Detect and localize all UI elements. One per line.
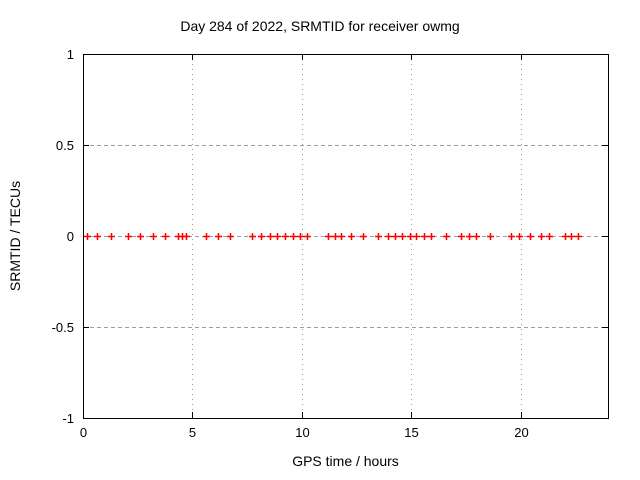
- x-tick-label: 0: [80, 425, 87, 440]
- y-tick-label: -0.5: [52, 320, 74, 335]
- data-point-marker: [413, 233, 420, 240]
- data-point-marker: [183, 233, 190, 240]
- data-point-marker: [385, 233, 392, 240]
- data-point-marker: [568, 233, 575, 240]
- y-tick-label: 0: [67, 229, 74, 244]
- data-point-marker: [338, 233, 345, 240]
- data-point-marker: [375, 233, 382, 240]
- data-point-marker: [84, 233, 91, 240]
- data-point-marker: [297, 233, 304, 240]
- data-point-marker: [360, 233, 367, 240]
- data-point-marker: [473, 233, 480, 240]
- x-tick-label: 20: [514, 425, 528, 440]
- data-point-marker: [267, 233, 274, 240]
- data-point-marker: [94, 233, 101, 240]
- data-point-marker: [538, 233, 545, 240]
- data-point-marker: [290, 233, 297, 240]
- y-tick-label: -1: [62, 411, 74, 426]
- chart-title: Day 284 of 2022, SRMTID for receiver owm…: [180, 18, 460, 34]
- data-point-marker: [162, 233, 169, 240]
- data-point-marker: [458, 233, 465, 240]
- y-tick-label: 0.5: [56, 138, 74, 153]
- data-point-marker: [249, 233, 256, 240]
- data-point-marker: [150, 233, 157, 240]
- y-tick-label: 1: [67, 47, 74, 62]
- x-axis-label: GPS time / hours: [292, 453, 399, 469]
- data-point-marker: [274, 233, 281, 240]
- data-point-marker: [508, 233, 515, 240]
- x-tick-label: 10: [295, 425, 309, 440]
- data-point-marker: [137, 233, 144, 240]
- data-point-marker: [203, 233, 210, 240]
- data-point-marker: [399, 233, 406, 240]
- data-point-marker: [282, 233, 289, 240]
- data-point-marker: [348, 233, 355, 240]
- data-point-marker: [516, 233, 523, 240]
- data-point-marker: [325, 233, 332, 240]
- data-point-marker: [407, 233, 414, 240]
- data-point-marker: [125, 233, 132, 240]
- data-point-marker: [421, 233, 428, 240]
- data-point-marker: [527, 233, 534, 240]
- data-point-marker: [108, 233, 115, 240]
- data-point-marker: [443, 233, 450, 240]
- data-point-marker: [575, 233, 582, 240]
- data-point-marker: [332, 233, 339, 240]
- data-point-marker: [487, 233, 494, 240]
- x-tick-label: 5: [189, 425, 196, 440]
- data-point-marker: [392, 233, 399, 240]
- data-point-marker: [466, 233, 473, 240]
- data-point-marker: [215, 233, 222, 240]
- data-point-marker: [546, 233, 553, 240]
- data-point-marker: [428, 233, 435, 240]
- data-point-marker: [258, 233, 265, 240]
- data-point-marker: [304, 233, 311, 240]
- data-point-marker: [562, 233, 569, 240]
- x-tick-label: 15: [404, 425, 418, 440]
- data-point-marker: [227, 233, 234, 240]
